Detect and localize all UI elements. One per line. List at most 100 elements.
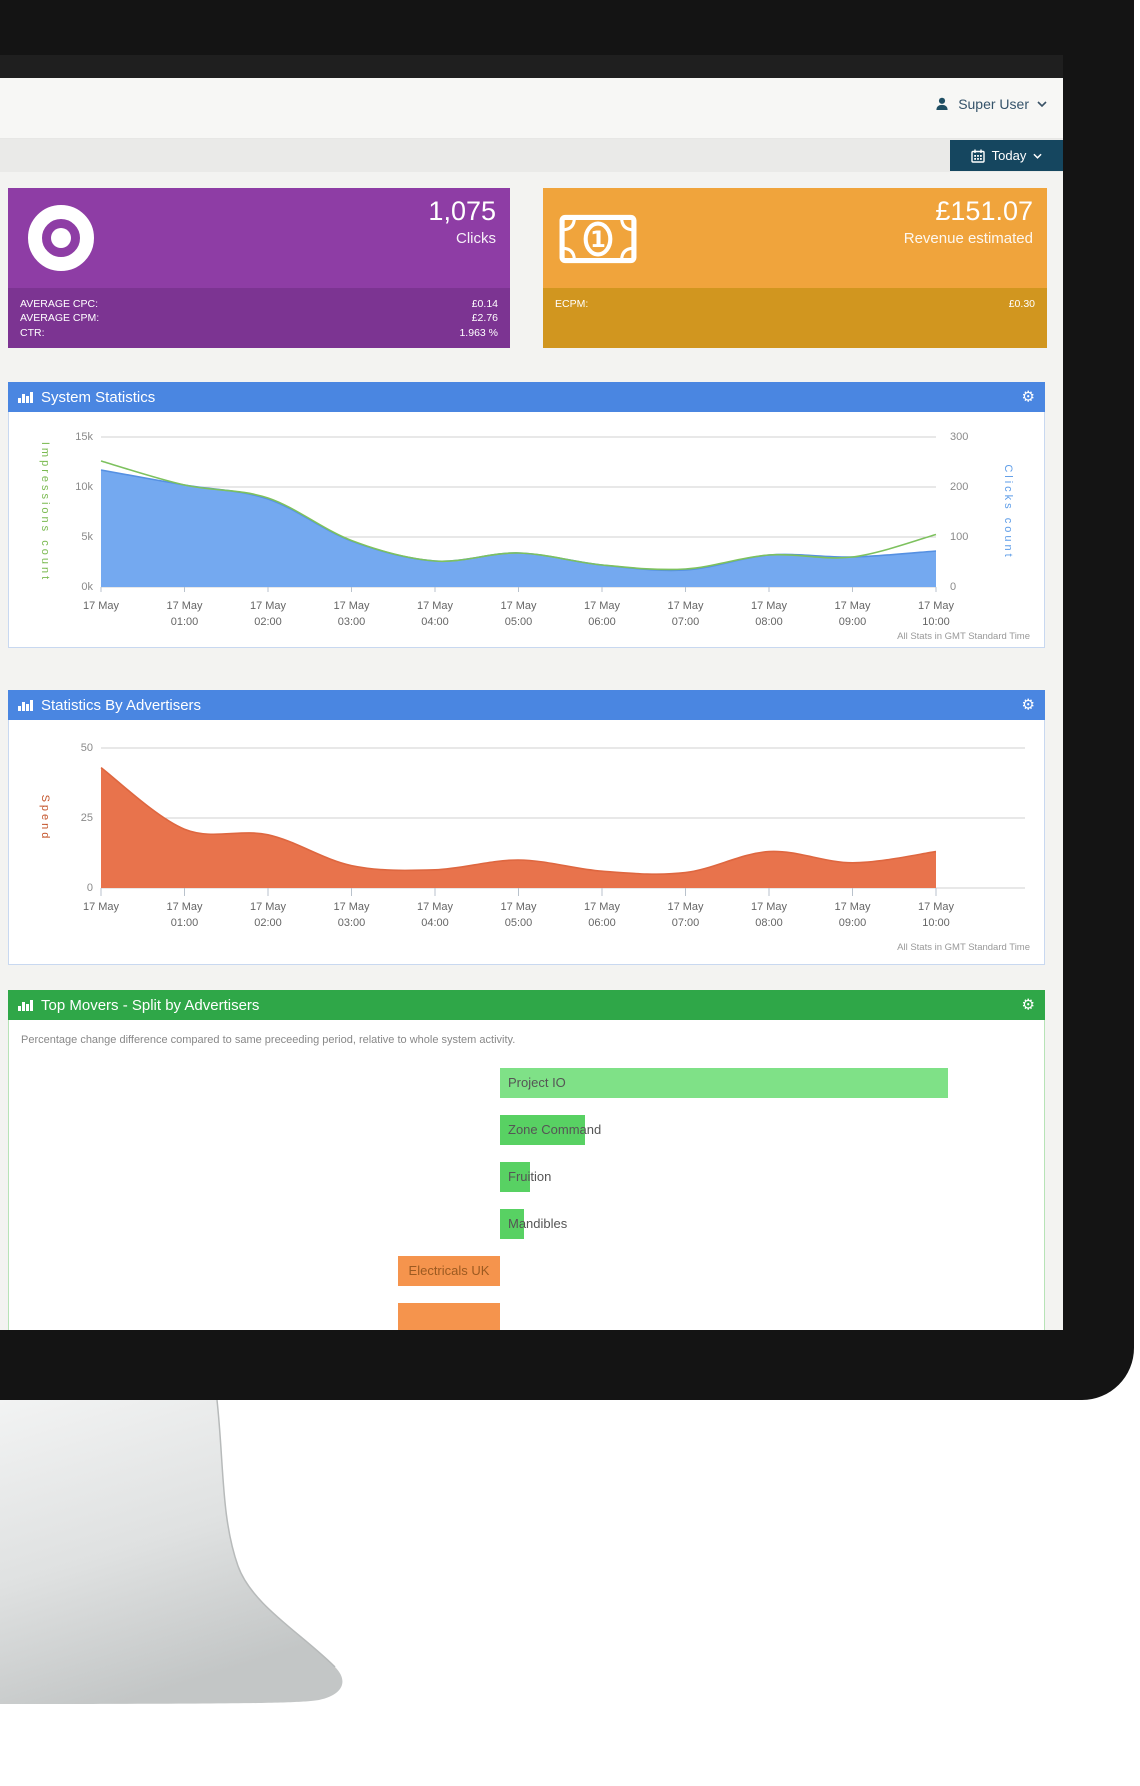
mover-bar-label: Electricals UK bbox=[408, 1263, 490, 1278]
timezone-note: All Stats in GMT Standard Time bbox=[897, 942, 1030, 953]
screen: Super User Today bbox=[0, 55, 1063, 1330]
mover-bar-mandibles bbox=[500, 1209, 524, 1239]
x-axis-tick-label: 17 May 01:00 bbox=[166, 901, 203, 929]
stat-label: CTR: bbox=[20, 326, 45, 339]
spend-line bbox=[100, 766, 937, 875]
stat-label: AVERAGE CPC: bbox=[20, 298, 98, 310]
mover-row: Zone Command bbox=[9, 1115, 1044, 1145]
system-statistics-chart: 15k 10k 5k 0k 300 200 100 0 Clicks count Impressi… bbox=[8, 412, 1045, 648]
x-axis-tick-label: 17 May 07:00 bbox=[667, 901, 704, 929]
clicks-stat-card: 1,075 Clicks AVERAGE CPC: £0.14 AVERAGE CP… bbox=[8, 188, 510, 348]
y-axis-tick-label: 10k bbox=[75, 481, 93, 493]
stat-value: 1.963 % bbox=[459, 326, 498, 339]
x-axis-tick-label: 17 May 09:00 bbox=[834, 600, 871, 628]
mover-bar-label: Zone Command bbox=[508, 1122, 602, 1137]
clicks-card-main: 1,075 Clicks bbox=[8, 188, 510, 288]
stand-shape bbox=[0, 1400, 343, 1704]
y-axis-right-tick-label: 200 bbox=[950, 481, 969, 493]
advertisers-statistics-panel: Statistics By Advertisers ⚙ 50 25 0 Spend 17… bbox=[8, 690, 1045, 965]
clicks-value: 1,075 bbox=[428, 196, 496, 226]
stat-label: ECPM: bbox=[555, 298, 589, 310]
panel-title: Statistics By Advertisers bbox=[41, 696, 202, 714]
date-toolbar: Today bbox=[0, 139, 1063, 172]
settings-gear-icon[interactable]: ⚙ bbox=[1021, 696, 1035, 714]
stat-value: £0.14 bbox=[471, 298, 498, 310]
card-stat-row: CTR: 1.963 % bbox=[8, 326, 510, 340]
x-axis-tick-label: 17 May bbox=[82, 901, 120, 913]
x-axis-tick-label: 17 May 03:00 bbox=[333, 600, 370, 628]
mover-row: Project IO bbox=[9, 1068, 1044, 1098]
mover-row: Mandibles bbox=[9, 1209, 1044, 1239]
monitor-stand bbox=[0, 1400, 343, 1704]
left-axis-title: Spend bbox=[39, 794, 51, 842]
stat-value: £2.76 bbox=[471, 312, 498, 325]
x-axis-tick-label: 17 May bbox=[82, 600, 120, 612]
panel-title: System Statistics bbox=[41, 388, 156, 406]
y-axis-tick-label: 0 bbox=[86, 882, 93, 894]
mover-row: Fruition bbox=[9, 1162, 1044, 1192]
chevron-down-icon bbox=[1033, 153, 1042, 159]
mover-bar-project-io bbox=[500, 1068, 948, 1098]
user-name-label: Super User bbox=[958, 96, 1029, 112]
system-statistics-header: System Statistics ⚙ bbox=[8, 382, 1045, 412]
user-menu[interactable]: Super User bbox=[934, 96, 1047, 112]
x-axis-tick-label: 17 May 05:00 bbox=[500, 600, 537, 628]
x-axis-tick-label: 17 May 04:00 bbox=[416, 901, 454, 929]
card-stat-row: AVERAGE CPC: £0.14 bbox=[8, 288, 510, 311]
stat-value: £0.30 bbox=[1008, 298, 1035, 310]
card-stat-row: AVERAGE CPM: £2.76 bbox=[8, 311, 510, 325]
clicks-card-footer: AVERAGE CPC: £0.14 AVERAGE CPM: £2.76 CTR: 1.… bbox=[8, 288, 510, 348]
stat-label: AVERAGE CPM: bbox=[20, 312, 100, 325]
x-axis-tick-label: 17 May 03:00 bbox=[333, 901, 370, 929]
x-axis-tick-label: 17 May 02:00 bbox=[249, 600, 287, 628]
y-axis-tick-label: 5k bbox=[81, 531, 93, 543]
mover-bar-label: Mandibles bbox=[508, 1216, 568, 1231]
x-axis-tick-label: 17 May 07:00 bbox=[667, 600, 704, 628]
date-range-button[interactable]: Today bbox=[950, 140, 1063, 171]
top-movers-chart: Percentage change difference compared to… bbox=[8, 1020, 1045, 1330]
bar-chart-icon bbox=[18, 999, 33, 1011]
card-stat-row: ECPM: £0.30 bbox=[543, 288, 1047, 311]
top-movers-header: Top Movers - Split by Advertisers ⚙ bbox=[8, 990, 1045, 1020]
mover-bar-zone-command bbox=[500, 1115, 585, 1145]
system-statistics-panel: System Statistics ⚙ 15k 10k 5k 0k 300 200 100 0… bbox=[8, 382, 1045, 648]
y-axis-tick-label: 25 bbox=[80, 812, 93, 824]
settings-gear-icon[interactable]: ⚙ bbox=[1021, 996, 1035, 1014]
bar-chart-icon bbox=[18, 391, 33, 403]
x-axis-tick-label: 17 May 06:00 bbox=[583, 600, 621, 628]
user-icon bbox=[936, 97, 948, 110]
revenue-card-footer: ECPM: £0.30 bbox=[543, 288, 1047, 348]
app-navbar bbox=[0, 55, 1063, 78]
mover-bar-label: Fruition bbox=[508, 1169, 552, 1184]
x-axis-tick-label: 17 May 09:00 bbox=[834, 901, 871, 929]
top-movers-panel: Top Movers - Split by Advertisers ⚙ Perc… bbox=[8, 990, 1045, 1330]
x-axis-tick-label: 17 May 10:00 bbox=[917, 901, 955, 929]
right-axis-title: Clicks count bbox=[1002, 464, 1014, 560]
y-axis-right-tick-label: 100 bbox=[950, 531, 969, 543]
mover-bar-fruition bbox=[500, 1162, 530, 1192]
advertisers-statistics-header: Statistics By Advertisers ⚙ bbox=[8, 690, 1045, 720]
mover-row: Electricals UK bbox=[9, 1256, 1044, 1286]
chart-canvas bbox=[100, 436, 937, 592]
settings-gear-icon[interactable]: ⚙ bbox=[1021, 388, 1035, 406]
stand-edge bbox=[216, 1400, 336, 1668]
today-label: Today bbox=[991, 148, 1027, 163]
calendar-icon bbox=[970, 149, 985, 163]
mover-bar-unlabeled bbox=[398, 1303, 500, 1330]
mover-row bbox=[9, 1303, 1044, 1330]
revenue-label: Revenue estimated bbox=[903, 230, 1033, 247]
y-axis-right-tick-label: 0 bbox=[950, 581, 957, 593]
x-axis-tick-label: 17 May 06:00 bbox=[583, 901, 621, 929]
y-axis-tick-label: 50 bbox=[80, 742, 93, 754]
mover-bar-label: Project IO bbox=[508, 1075, 566, 1090]
mover-bar-electricals-uk bbox=[398, 1256, 500, 1286]
y-axis-tick-label: 15k bbox=[75, 431, 93, 443]
x-axis-tick-label: 17 May 10:00 bbox=[917, 600, 955, 628]
clicks-count-line bbox=[100, 460, 937, 571]
y-axis-tick-label: 0k bbox=[81, 581, 93, 593]
timezone-note: All Stats in GMT Standard Time bbox=[897, 631, 1030, 642]
x-axis-tick-label: 17 May 05:00 bbox=[500, 901, 537, 929]
left-axis-title: Impressions count bbox=[39, 441, 51, 583]
topbar: Super User bbox=[0, 78, 1063, 139]
clicks-label: Clicks bbox=[456, 230, 496, 247]
